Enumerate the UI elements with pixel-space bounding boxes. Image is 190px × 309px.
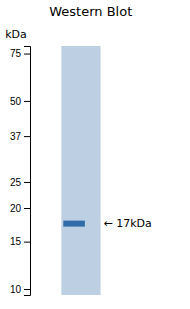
y-tick-mark [24,136,30,137]
y-tick: 75 [10,48,30,59]
marks [61,46,100,295]
y-tick-label: 15 [10,236,22,247]
lane [61,46,100,295]
y-tick: 50 [10,96,30,107]
y-tick-label: 75 [10,48,22,59]
chart: 75 50 37 25 20 15 10 Western Blot kDa ← 17kDa [0,0,190,309]
y-tick-label: 20 [10,203,22,214]
plot-area: 75 50 37 25 20 15 10 [10,46,101,296]
y-axis-line [24,47,31,296]
y-axis: 75 50 37 25 20 15 10 [10,47,31,296]
y-tick: 25 [10,177,30,188]
y-tick-mark [24,208,30,209]
y-tick-label: 50 [10,96,22,107]
y-tick-label: 10 [10,284,22,295]
y-tick-mark [24,242,30,243]
y-tick: 20 [10,203,30,214]
y-tick-mark [24,182,30,183]
y-tick-mark [24,289,30,290]
y-tick: 10 [10,284,30,295]
y-tick-mark [24,54,30,55]
title: Western Blot [49,4,132,19]
annotation: ← 17kDa [104,217,152,230]
y-tick: 37 [10,131,30,142]
y-tick: 15 [10,236,30,247]
y-tick-label: 37 [10,131,22,142]
y-tick-label: 25 [10,177,22,188]
annotation: kDa [5,28,27,41]
y-tick-mark [24,101,30,102]
band [63,221,85,227]
